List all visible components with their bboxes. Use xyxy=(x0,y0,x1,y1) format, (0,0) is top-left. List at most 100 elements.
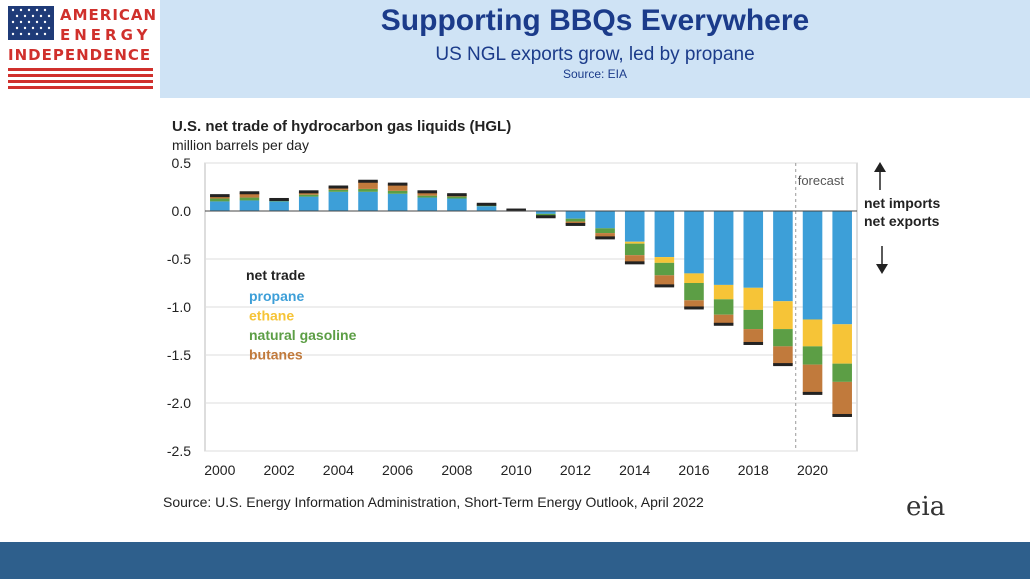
net-marker-2009 xyxy=(476,202,497,206)
x-tick-label: 2014 xyxy=(619,462,650,478)
bar-propane-2011 xyxy=(536,211,556,214)
bar-propane-2016 xyxy=(684,211,704,274)
x-tick-label: 2006 xyxy=(382,462,413,478)
bar-propane-2006 xyxy=(387,193,408,211)
bar-propane-2004 xyxy=(328,191,349,211)
bar-butanes-2020 xyxy=(802,364,823,394)
bar-propane-2005 xyxy=(358,191,378,211)
net-marker-2018 xyxy=(743,341,764,345)
logo-line-3: INDEPENDENCE xyxy=(8,46,152,64)
header-source: Source: EIA xyxy=(562,67,628,81)
x-tick-label: 2018 xyxy=(738,462,769,478)
logo: AMERICAN ENERGY INDEPENDENCE xyxy=(0,0,160,98)
x-tick-label: 2008 xyxy=(441,462,472,478)
annotation-net-imports: net imports xyxy=(864,195,940,211)
bar-propane-2014 xyxy=(624,211,645,242)
legend-item-propane: propane xyxy=(249,288,304,304)
bar-butanes-2014 xyxy=(624,255,645,263)
bar-natural-gasoline-2018 xyxy=(743,309,764,330)
legend-item-ethane: ethane xyxy=(249,308,294,324)
footer-bar xyxy=(0,542,1030,579)
bar-ethane-2021 xyxy=(832,324,852,364)
net-marker-2005 xyxy=(358,179,378,183)
bar-propane-2008 xyxy=(447,198,467,211)
bar-butanes-2013 xyxy=(595,233,615,238)
bar-ethane-2015 xyxy=(654,257,675,263)
bar-natural-gasoline-2011 xyxy=(536,213,556,216)
x-tick-label: 2002 xyxy=(264,462,295,478)
y-tick-label: -1.5 xyxy=(167,347,191,363)
us-flag-icon xyxy=(8,6,54,40)
legend-title: net trade xyxy=(246,267,305,283)
legend-item-butanes: butanes xyxy=(249,347,303,363)
header-banner xyxy=(0,0,1030,98)
net-marker-2008 xyxy=(447,193,467,197)
bar-butanes-2007 xyxy=(417,191,438,196)
y-tick-label: -1.0 xyxy=(167,299,191,315)
bar-propane-2021 xyxy=(832,211,852,325)
bar-propane-2015 xyxy=(654,211,675,258)
bar-natural-gasoline-2006 xyxy=(387,190,408,194)
bar-natural-gasoline-2012 xyxy=(565,218,586,222)
forecast-label: forecast xyxy=(798,173,845,188)
x-tick-label: 2016 xyxy=(678,462,709,478)
bar-ethane-2018 xyxy=(743,287,764,310)
x-tick-label: 2010 xyxy=(501,462,532,478)
bar-butanes-2018 xyxy=(743,329,764,344)
bar-butanes-2005 xyxy=(358,181,378,189)
x-tick-label: 2004 xyxy=(323,462,354,478)
net-marker-2012 xyxy=(565,222,586,226)
bar-natural-gasoline-2003 xyxy=(298,194,319,197)
bar-natural-gasoline-2008 xyxy=(447,196,467,199)
chart-y-unit: million barrels per day xyxy=(172,137,309,153)
bar-propane-2017 xyxy=(713,211,734,285)
bar-propane-2013 xyxy=(595,211,615,229)
bar-butanes-2006 xyxy=(387,184,408,191)
legend-item-natural-gasoline: natural gasoline xyxy=(249,327,357,343)
annotation-net-exports: net exports xyxy=(864,213,940,229)
eia-logo: eia xyxy=(906,492,946,522)
net-marker-2002 xyxy=(269,197,289,201)
y-tick-label: 0.0 xyxy=(172,203,192,219)
net-marker-2000 xyxy=(210,194,230,198)
bar-natural-gasoline-2019 xyxy=(773,329,793,347)
net-marker-2001 xyxy=(239,191,260,195)
logo-stripes-icon xyxy=(8,68,153,89)
net-marker-2004 xyxy=(328,185,349,189)
x-tick-label: 2020 xyxy=(797,462,828,478)
bar-natural-gasoline-2001 xyxy=(239,197,260,201)
bar-ethane-2017 xyxy=(713,284,734,300)
net-marker-2015 xyxy=(654,284,675,288)
bar-natural-gasoline-2017 xyxy=(713,299,734,315)
bar-propane-2020 xyxy=(802,211,823,320)
page-title: Supporting BBQs Everywhere xyxy=(380,4,810,37)
bar-butanes-2017 xyxy=(713,314,734,325)
net-marker-2017 xyxy=(713,322,734,326)
logo-line-1: AMERICAN xyxy=(60,6,158,24)
net-marker-2013 xyxy=(595,236,615,240)
chart-title: U.S. net trade of hydrocarbon gas liquid… xyxy=(172,118,512,135)
net-marker-2011 xyxy=(536,215,556,219)
bar-butanes-2015 xyxy=(654,275,675,286)
net-marker-2010 xyxy=(506,208,526,212)
bar-butanes-2016 xyxy=(684,300,704,308)
bar-propane-2007 xyxy=(417,197,438,211)
x-tick-label: 2000 xyxy=(204,462,235,478)
bar-natural-gasoline-2020 xyxy=(802,346,823,365)
bar-ethane-2014 xyxy=(624,241,645,244)
bar-ethane-2020 xyxy=(802,319,823,347)
net-marker-2016 xyxy=(684,306,704,310)
x-tick-label: 2012 xyxy=(560,462,591,478)
bar-natural-gasoline-2004 xyxy=(328,189,349,192)
chart-source: Source: U.S. Energy Information Administ… xyxy=(163,494,704,510)
bar-ethane-2016 xyxy=(684,273,704,283)
logo-line-2: ENERGY xyxy=(60,26,152,44)
bar-propane-2001 xyxy=(239,200,260,211)
net-marker-2019 xyxy=(773,363,793,367)
net-marker-2006 xyxy=(387,182,408,186)
bar-propane-2003 xyxy=(298,196,319,211)
bar-propane-2009 xyxy=(476,206,497,211)
net-marker-2007 xyxy=(417,190,438,194)
net-marker-2014 xyxy=(624,261,645,265)
